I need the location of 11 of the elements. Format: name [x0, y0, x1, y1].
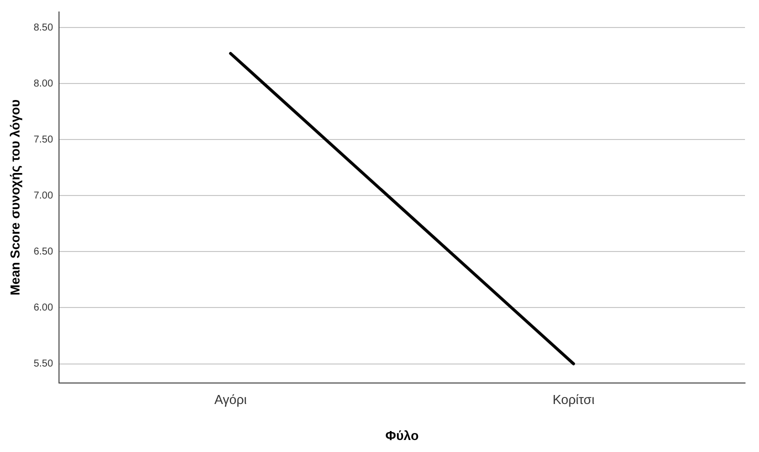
y-tick-label: 8.50: [34, 22, 54, 34]
y-tick-label: 5.50: [34, 358, 54, 370]
x-axis-title: Φύλο: [385, 428, 419, 443]
y-tick-label: 6.50: [34, 246, 54, 258]
y-tick-label: 7.50: [34, 134, 54, 146]
x-tick-label: Αγόρι: [214, 392, 247, 408]
y-tick-label: 7.00: [34, 190, 54, 202]
y-tick-label: 6.00: [34, 302, 54, 314]
y-axis-title: Mean Score συνοχής του λόγου: [7, 99, 22, 296]
x-tick-label: Κορίτσι: [552, 392, 595, 408]
y-tick-label: 8.00: [34, 78, 54, 90]
